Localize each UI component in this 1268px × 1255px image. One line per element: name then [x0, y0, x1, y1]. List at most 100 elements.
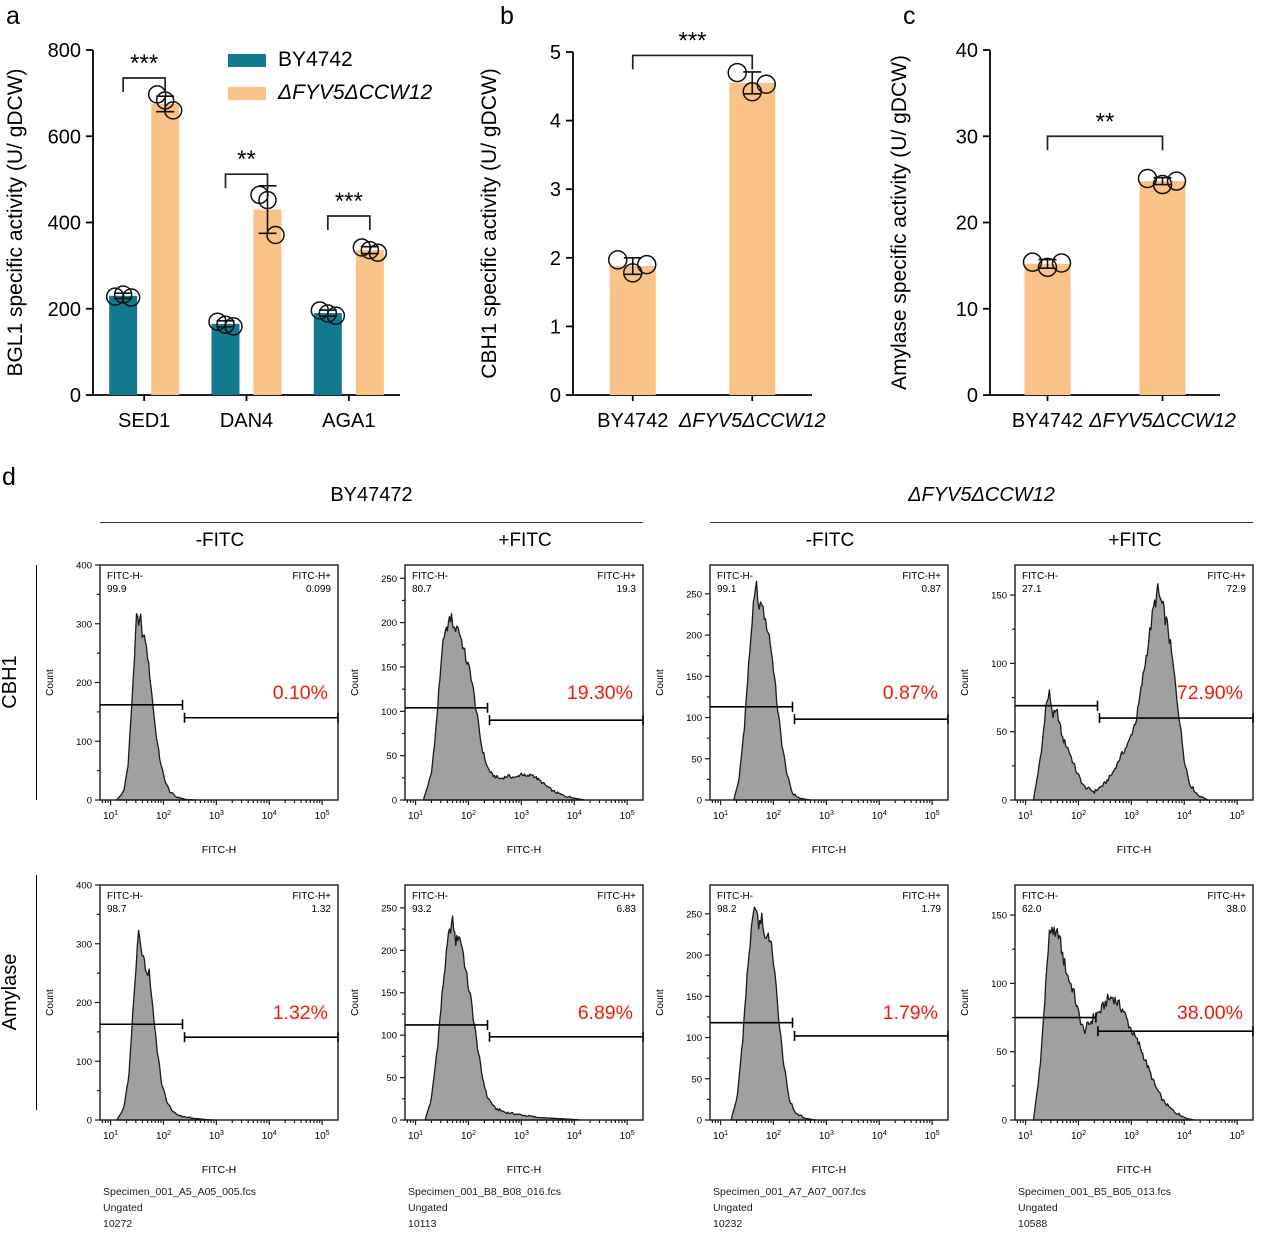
svg-text:105: 105	[925, 810, 940, 822]
svg-text:Count: Count	[45, 669, 56, 696]
svg-text:19.3: 19.3	[617, 584, 637, 595]
svg-text:0: 0	[550, 385, 561, 407]
file-name: Specimen_001_B5_B05_013.fcs	[1018, 1186, 1171, 1198]
panel-d-letter: d	[2, 463, 16, 491]
svg-text:FITC-H+: FITC-H+	[902, 571, 941, 582]
svg-text:Count: Count	[45, 989, 56, 1016]
svg-text:101: 101	[103, 810, 118, 822]
group-header-by47472: BY47472	[100, 484, 643, 523]
svg-text:0.10%: 0.10%	[273, 682, 328, 704]
svg-text:0: 0	[70, 385, 81, 407]
svg-text:99.1: 99.1	[717, 584, 737, 595]
svg-text:200: 200	[686, 951, 702, 962]
svg-text:800: 800	[48, 40, 81, 62]
svg-text:1.32%: 1.32%	[273, 1002, 328, 1024]
svg-text:0: 0	[1002, 796, 1007, 807]
svg-text:0: 0	[697, 1116, 702, 1127]
svg-text:102: 102	[461, 810, 476, 822]
row-line-cbh1	[36, 565, 37, 800]
svg-text:101: 101	[713, 1130, 728, 1142]
svg-text:FITC-H-: FITC-H-	[412, 571, 448, 582]
svg-text:0: 0	[392, 1116, 397, 1127]
svg-text:300: 300	[76, 619, 92, 630]
svg-text:98.7: 98.7	[107, 904, 127, 915]
svg-text:FITC-H-: FITC-H-	[107, 571, 143, 582]
svg-text:6.83: 6.83	[617, 904, 637, 915]
svg-text:SED1: SED1	[118, 410, 170, 432]
svg-text:1.79: 1.79	[922, 904, 942, 915]
svg-text:50: 50	[386, 1073, 397, 1084]
svg-text:105: 105	[620, 810, 635, 822]
svg-text:150: 150	[381, 988, 397, 999]
svg-text:400: 400	[48, 213, 81, 235]
flow-histogram-cbh1-mutant-plus-fitc: 0 50 100 150 101 102 103 104 105 FITC-H Count FITC-…	[955, 555, 1260, 865]
file-name: Specimen_001_B8_B08_016.fcs	[408, 1186, 561, 1198]
flow-histogram-amylase-mutant-minus-fitc: 0 50 100 150 200 250 101 102 103 104 105 FITC-H Coun…	[650, 875, 955, 1185]
svg-text:101: 101	[1018, 1130, 1033, 1142]
svg-text:FITC-H-: FITC-H-	[1022, 571, 1058, 582]
svg-text:104: 104	[872, 1130, 887, 1142]
svg-text:Count: Count	[350, 989, 361, 1016]
svg-text:99.9: 99.9	[107, 584, 127, 595]
svg-text:20: 20	[956, 213, 978, 235]
svg-text:FITC-H: FITC-H	[202, 1164, 236, 1176]
file-gate: Ungated	[408, 1201, 448, 1214]
svg-text:105: 105	[925, 1130, 940, 1142]
svg-text:105: 105	[315, 1130, 330, 1142]
svg-text:103: 103	[514, 810, 529, 822]
svg-text:105: 105	[1230, 810, 1245, 822]
svg-text:103: 103	[819, 1130, 834, 1142]
svg-text:0: 0	[697, 796, 702, 807]
svg-text:200: 200	[48, 299, 81, 321]
svg-text:103: 103	[209, 1130, 224, 1142]
svg-text:FITC-H: FITC-H	[1117, 844, 1151, 856]
svg-text:104: 104	[872, 810, 887, 822]
svg-text:FITC-H+: FITC-H+	[597, 891, 636, 902]
bar-chart-amylase-activity: 0 10 20 30 40 Amylase specific activity (U/ g…	[880, 0, 1268, 457]
svg-text:***: ***	[678, 27, 706, 54]
svg-text:4: 4	[550, 111, 561, 133]
file-info-1: Specimen_001_A5_A05_005.fcs Ungated 1027…	[103, 1185, 256, 1232]
svg-text:101: 101	[1018, 810, 1033, 822]
svg-text:FITC-H: FITC-H	[812, 844, 846, 856]
svg-text:102: 102	[1071, 810, 1086, 822]
group-header-by47472-label: BY47472	[330, 484, 413, 506]
svg-text:BY4742: BY4742	[278, 48, 353, 71]
flow-histogram-cbh1-by47472-minus-fitc: 0 100 200 300 400 101 102 103 104 105 FITC-H Count F…	[40, 555, 345, 865]
svg-text:Count: Count	[655, 669, 666, 696]
svg-text:50: 50	[996, 727, 1007, 738]
svg-text:100: 100	[686, 713, 702, 724]
svg-text:10: 10	[956, 299, 978, 321]
svg-text:250: 250	[381, 903, 397, 914]
svg-text:0.099: 0.099	[306, 584, 331, 595]
svg-text:600: 600	[48, 126, 81, 148]
svg-text:103: 103	[514, 1130, 529, 1142]
svg-text:50: 50	[691, 754, 702, 765]
row-label-cbh1: CBH1	[0, 655, 21, 709]
svg-text:Amylase specific activity (U/: Amylase specific activity (U/ gDCW)	[888, 55, 911, 390]
svg-text:150: 150	[991, 911, 1007, 922]
svg-text:DAN4: DAN4	[220, 410, 273, 432]
svg-text:101: 101	[408, 810, 423, 822]
svg-text:BGL1 specific activity (U/ gDC: BGL1 specific activity (U/ gDCW)	[4, 68, 27, 376]
svg-text:38.00%: 38.00%	[1177, 1002, 1243, 1024]
bar-chart-cbh1-activity: 0 1 2 3 4 5 CBH1 specific activity (U/ gDCW) BY…	[470, 0, 880, 457]
svg-text:1.79%: 1.79%	[883, 1002, 938, 1024]
svg-text:FITC-H+: FITC-H+	[292, 571, 331, 582]
svg-text:102: 102	[156, 810, 171, 822]
svg-text:102: 102	[766, 1130, 781, 1142]
condition-label-3: -FITC	[805, 530, 855, 551]
svg-text:ΔFYV5ΔCCW12: ΔFYV5ΔCCW12	[277, 81, 433, 104]
svg-text:104: 104	[1177, 1130, 1192, 1142]
svg-text:***: ***	[130, 50, 158, 77]
svg-text:72.9: 72.9	[1227, 584, 1247, 595]
svg-text:FITC-H+: FITC-H+	[292, 891, 331, 902]
file-count: 10232	[713, 1217, 743, 1230]
condition-label-2: +FITC	[498, 530, 552, 551]
svg-text:1: 1	[550, 316, 561, 338]
svg-text:0.87%: 0.87%	[883, 682, 938, 704]
svg-text:38.0: 38.0	[1227, 904, 1247, 915]
panel-b-letter: b	[500, 2, 514, 30]
svg-text:0: 0	[392, 796, 397, 807]
